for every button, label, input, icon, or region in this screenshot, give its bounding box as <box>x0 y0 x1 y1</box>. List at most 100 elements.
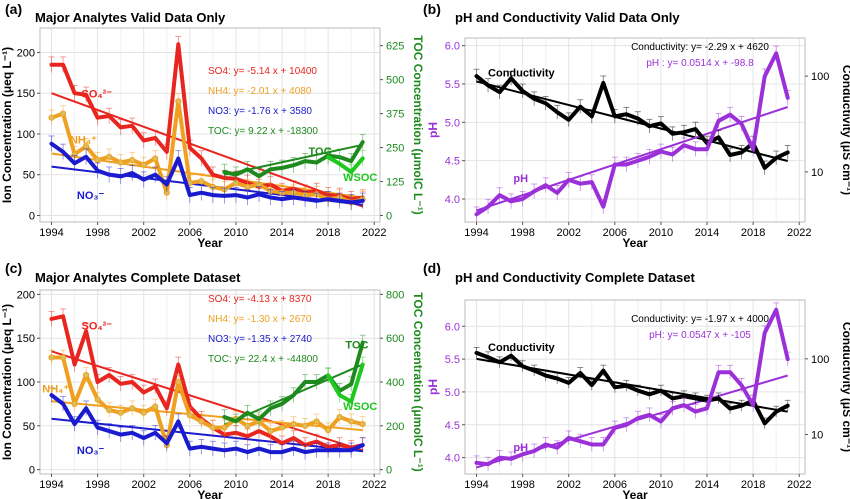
x-axis: 1994 1998 2002 2006 2010 2014 2018 2022 <box>464 222 811 239</box>
y-tick-label-right: 125 <box>386 177 404 189</box>
y-tick-label: 200 <box>17 289 35 301</box>
data-point <box>175 378 182 386</box>
panel-label: (c) <box>5 260 22 276</box>
x-tick-label: 2006 <box>603 227 627 239</box>
y-tick-label-right: 500 <box>386 75 404 87</box>
grid <box>465 38 805 222</box>
data-point <box>59 354 67 361</box>
y-axis-label-left: pH <box>426 122 440 138</box>
series-line <box>49 393 365 455</box>
x-axis-label: Year <box>197 236 223 250</box>
y-tick-label: 5.0 <box>445 387 460 399</box>
plot-area <box>473 45 791 222</box>
x-tick-label: 2018 <box>316 479 340 491</box>
y-tick-label-right: 800 <box>386 289 404 301</box>
series-label: pH <box>513 442 528 454</box>
y-axis-label-right: TOC Concentration (μmolC L⁻¹) <box>411 292 425 471</box>
panel-d: (d) pH and Conductivity Complete Dataset 1… <box>423 260 850 499</box>
y-tick-label: 0 <box>29 465 35 477</box>
x-tick-label: 2018 <box>741 479 765 491</box>
x-tick-label: 2002 <box>131 227 155 239</box>
data-point <box>290 420 297 428</box>
data-point <box>244 422 251 429</box>
x-tick-label: 2006 <box>178 479 202 491</box>
plot-frame <box>464 37 806 223</box>
x-tick-label: 2022 <box>787 479 811 491</box>
series-line <box>474 307 790 467</box>
y-axis-left: 4.0 4.5 5.0 5.5 6.0 <box>445 41 465 206</box>
y-axis-label-right: Conductivity (μS cm⁻¹) <box>840 322 850 452</box>
series-line <box>474 74 790 170</box>
plot-area <box>48 308 366 460</box>
x-axis: 1994 1998 2002 2006 2010 2014 2018 2022 <box>39 474 386 491</box>
y-tick-label-right: 0 <box>386 210 392 222</box>
y-tick-label-right: 0 <box>386 465 392 477</box>
trend-equation: pH: y= 0.0547 x + -105 <box>649 330 751 341</box>
y-tick-label-right: 200 <box>386 421 404 433</box>
series-label: NO₃⁻ <box>77 190 105 202</box>
panel-title: Major Analytes Valid Data Only <box>35 10 226 25</box>
x-tick-label: 2022 <box>362 479 386 491</box>
series-line <box>474 51 790 217</box>
panel-b: (b) pH and Conductivity Valid Data Only 19… <box>423 1 850 250</box>
series-no3 <box>48 135 366 211</box>
data-point <box>175 98 182 105</box>
x-tick-label: 1994 <box>39 479 63 491</box>
data-point <box>152 155 159 162</box>
y-axis-right: 10 100 <box>805 71 829 179</box>
data-point <box>83 371 90 379</box>
trend-equation: pH : y= 0.0514 x + -98.8 <box>646 58 754 69</box>
trend-equation: SO4: y= -4.13 x + 8370 <box>208 294 312 305</box>
x-tick-label: 2002 <box>556 227 580 239</box>
x-tick-label: 1994 <box>464 227 488 239</box>
y-tick-label: 50 <box>23 170 35 182</box>
series-ph <box>473 45 791 222</box>
x-tick-label: 2018 <box>741 227 765 239</box>
y-tick-label-right: 625 <box>386 41 404 53</box>
series-label: TOC <box>309 146 332 158</box>
x-tick-label: 2014 <box>695 227 719 239</box>
data-point <box>48 354 55 361</box>
x-tick-label: 2014 <box>270 479 294 491</box>
trend-equation: NH4: y= -2.01 x + 4080 <box>208 86 312 97</box>
series-line <box>326 362 365 404</box>
data-point <box>301 422 309 429</box>
series-line <box>49 99 365 205</box>
y-tick-label: 5.5 <box>445 79 460 91</box>
series-label: TOC <box>345 340 368 352</box>
series-so4 <box>48 36 366 207</box>
trend-equation: NH4: y= -1.30 x + 2670 <box>208 314 312 325</box>
trend-line <box>51 417 363 453</box>
x-tick-label: 2010 <box>649 227 673 239</box>
data-point <box>221 424 228 431</box>
y-axis-right: 0 125 250 375 500 625 <box>380 41 404 222</box>
x-axis-label: Year <box>622 488 648 499</box>
data-point <box>359 420 366 428</box>
y-axis-right: 10 100 <box>805 354 829 441</box>
plot-frame <box>39 27 381 223</box>
y-tick-label: 150 <box>17 88 35 100</box>
y-tick-label-right: 600 <box>386 333 404 345</box>
series-conductivity <box>473 347 791 429</box>
data-point <box>198 178 205 185</box>
y-tick-label: 4.0 <box>445 194 460 206</box>
x-tick-label: 1998 <box>85 479 109 491</box>
data-point <box>313 418 320 425</box>
plot-area <box>48 36 366 211</box>
y-tick-label-right: 10 <box>811 429 823 441</box>
data-point <box>129 405 136 412</box>
x-axis: 1994 1998 2002 2006 2010 2014 2018 2022 <box>39 222 386 239</box>
data-point <box>198 418 205 425</box>
y-axis-right: 0 200 400 600 800 <box>380 289 404 477</box>
data-point <box>129 156 136 164</box>
y-axis-left: 0 50 100 150 200 <box>17 289 40 477</box>
x-tick-label: 2002 <box>131 479 155 491</box>
data-point <box>244 183 251 191</box>
data-point <box>140 409 147 416</box>
data-point <box>94 156 101 164</box>
series-label: Conductivity <box>488 342 555 354</box>
y-tick-label: 4.5 <box>445 156 460 168</box>
x-tick-label: 2002 <box>556 479 580 491</box>
y-tick-label: 200 <box>17 47 35 59</box>
